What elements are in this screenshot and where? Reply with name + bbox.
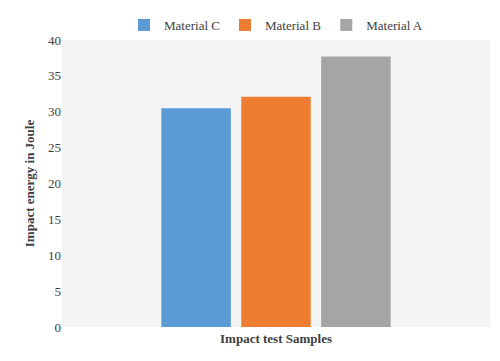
svg-text:Impact energy in Joule: Impact energy in Joule: [22, 120, 37, 248]
svg-text:20: 20: [48, 176, 61, 191]
svg-text:25: 25: [48, 140, 61, 155]
svg-text:Material C: Material C: [164, 18, 220, 33]
svg-text:Impact test Samples: Impact test Samples: [220, 331, 332, 346]
svg-text:30: 30: [48, 104, 61, 119]
svg-text:5: 5: [55, 284, 62, 299]
svg-text:Material A: Material A: [366, 18, 423, 33]
svg-text:40: 40: [48, 33, 61, 48]
svg-text:0: 0: [55, 320, 62, 335]
svg-text:Material B: Material B: [265, 18, 321, 33]
svg-text:10: 10: [48, 248, 61, 263]
svg-text:35: 35: [48, 68, 61, 83]
svg-text:15: 15: [48, 212, 61, 227]
